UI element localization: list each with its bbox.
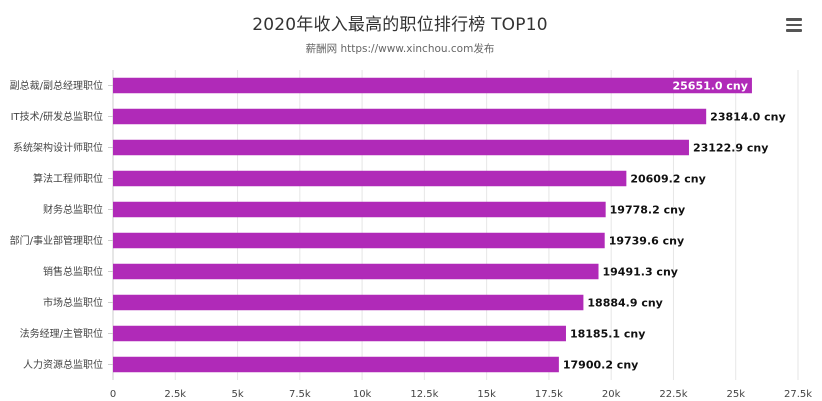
- data-label: 18185.1 cny: [570, 328, 645, 341]
- category-label: 算法工程师职位: [33, 172, 103, 185]
- bar[interactable]: [113, 294, 584, 311]
- data-label: 20609.2 cny: [630, 173, 705, 186]
- x-tick-label: 27.5k: [784, 389, 812, 400]
- bar[interactable]: [113, 108, 707, 125]
- x-tick-label: 12.5k: [410, 389, 438, 400]
- category-label: IT技术/研发总监职位: [11, 110, 103, 123]
- data-label: 17900.2 cny: [563, 359, 638, 372]
- category-label: 副总裁/副总经理职位: [10, 79, 103, 92]
- x-tick-label: 17.5k: [535, 389, 563, 400]
- data-label: 23122.9 cny: [693, 142, 768, 155]
- bar[interactable]: [113, 170, 627, 187]
- category-label: 财务总监职位: [43, 203, 103, 216]
- data-label: 25651.0 cny: [672, 80, 747, 93]
- category-label: 市场总监职位: [43, 296, 103, 309]
- x-tick-label: 15k: [477, 389, 496, 400]
- bar[interactable]: [113, 325, 566, 342]
- data-label: 18884.9 cny: [587, 297, 662, 310]
- bar[interactable]: [113, 263, 599, 280]
- hamburger-menu-icon[interactable]: [786, 18, 802, 32]
- category-label: 人力资源总监职位: [23, 358, 103, 371]
- category-label: 系统架构设计师职位: [13, 141, 103, 154]
- chart-title: 2020年收入最高的职位排行榜 TOP10: [252, 15, 548, 35]
- x-tick-label: 0: [110, 389, 116, 400]
- chart-subtitle: 薪酬网 https://www.xinchou.com发布: [305, 43, 495, 55]
- data-label: 23814.0 cny: [710, 111, 785, 124]
- bar[interactable]: [113, 201, 606, 218]
- x-tick-label: 22.5k: [659, 389, 687, 400]
- data-label: 19739.6 cny: [609, 235, 684, 248]
- x-tick-label: 7.5k: [289, 389, 311, 400]
- bar[interactable]: [113, 139, 689, 156]
- data-label: 19491.3 cny: [603, 266, 678, 279]
- bar[interactable]: [113, 77, 752, 94]
- x-tick-label: 25k: [726, 389, 745, 400]
- x-tick-label: 5k: [231, 389, 243, 400]
- bar[interactable]: [113, 232, 605, 249]
- x-tick-label: 20k: [602, 389, 621, 400]
- category-label: 法务经理/主管职位: [20, 327, 103, 340]
- x-tick-label: 2.5k: [164, 389, 186, 400]
- category-label: 销售总监职位: [43, 265, 103, 278]
- bar[interactable]: [113, 356, 559, 373]
- x-tick-label: 10k: [353, 389, 372, 400]
- category-label: 部门/事业部管理职位: [10, 234, 103, 247]
- data-label: 19778.2 cny: [610, 204, 685, 217]
